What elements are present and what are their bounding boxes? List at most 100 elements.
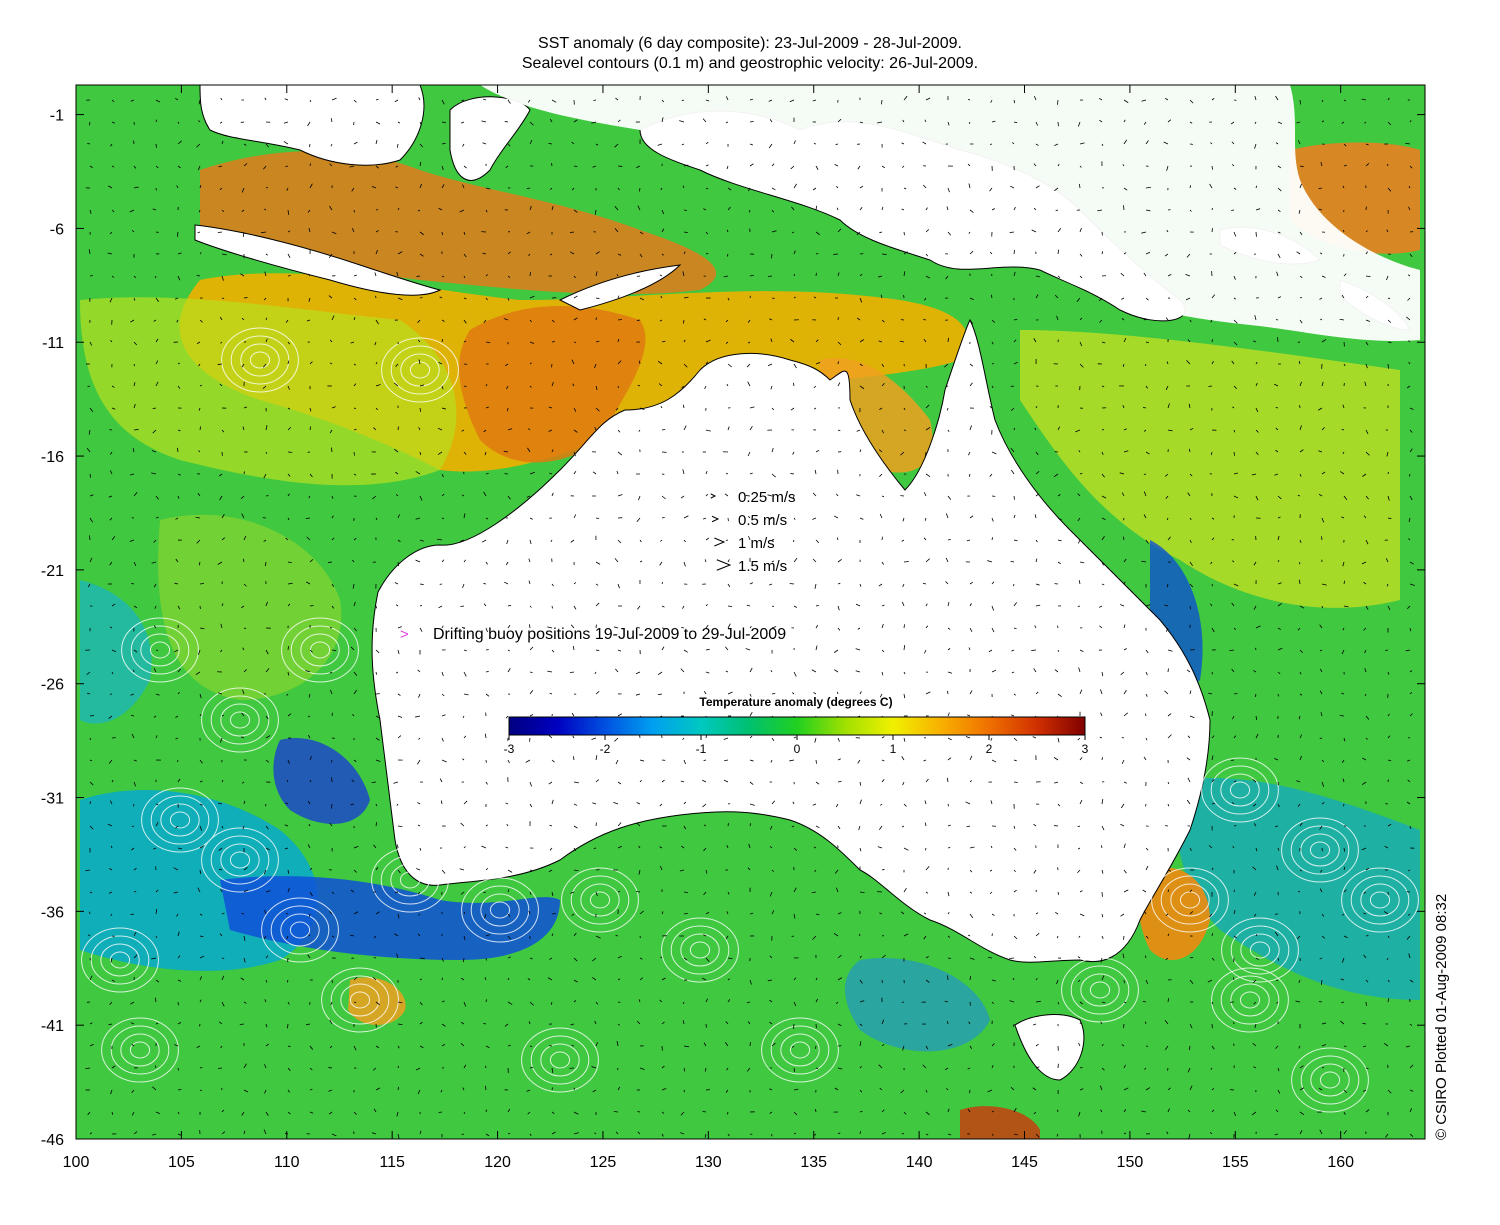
- velocity-vector: [1299, 425, 1302, 431]
- velocity-vector: [243, 889, 249, 893]
- velocity-vector: [1100, 845, 1103, 849]
- velocity-vector: [878, 275, 883, 278]
- velocity-vector: [683, 339, 686, 343]
- velocity-vector: [397, 1023, 403, 1026]
- velocity-vector: [969, 627, 973, 633]
- velocity-vector: [243, 535, 247, 541]
- velocity-vector: [569, 671, 575, 674]
- velocity-vector: [330, 143, 333, 147]
- velocity-vector: [108, 891, 113, 894]
- velocity-vector: [396, 803, 399, 806]
- velocity-vector: [308, 273, 311, 277]
- velocity-vector: [463, 935, 466, 941]
- velocity-vector: [789, 759, 795, 762]
- velocity-vector: [108, 715, 113, 719]
- velocity-vector: [505, 802, 509, 805]
- velocity-vector: [286, 187, 289, 191]
- velocity-vector: [944, 1000, 949, 1003]
- velocity-vector: [199, 426, 201, 431]
- velocity-vector: [855, 648, 861, 651]
- velocity-vector: [353, 209, 355, 213]
- velocity-vector: [769, 999, 773, 1003]
- sealevel-contour-ring: [661, 917, 739, 983]
- velocity-vector: [397, 844, 399, 849]
- velocity-vector: [265, 425, 268, 431]
- velocity-vector: [283, 121, 289, 124]
- velocity-vector: [1035, 405, 1038, 409]
- sealevel-contour-ring: [1160, 875, 1220, 925]
- velocity-vector: [397, 514, 400, 519]
- sealevel-contour-ring: [589, 891, 611, 909]
- velocity-vector: [130, 1001, 135, 1005]
- velocity-vector: [220, 888, 223, 893]
- velocity-vector: [703, 759, 707, 762]
- velocity-vector: [89, 1043, 94, 1047]
- velocity-vector: [111, 1065, 116, 1069]
- velocity-vector: [859, 363, 863, 367]
- sealevel-contour-ring: [130, 625, 190, 675]
- velocity-vector: [658, 693, 663, 696]
- velocity-vector: [133, 363, 136, 367]
- velocity-vector: [1164, 1045, 1169, 1051]
- velocity-vector: [330, 118, 333, 123]
- velocity-vector: [1101, 143, 1104, 146]
- velocity-vector: [1233, 275, 1236, 280]
- velocity-vector: [309, 779, 312, 783]
- velocity-vector: [878, 449, 883, 453]
- velocity-vector: [815, 825, 820, 829]
- sealevel-contour-ring: [371, 847, 449, 913]
- velocity-vector: [461, 494, 465, 497]
- velocity-vector: [328, 1067, 333, 1069]
- velocity-vector: [837, 582, 841, 585]
- velocity-vector: [419, 978, 422, 981]
- velocity-vector: [177, 165, 181, 169]
- velocity-vector: [463, 1111, 466, 1114]
- velocity-vector: [573, 957, 578, 962]
- velocity-vector: [177, 668, 181, 673]
- velocity-vector: [1035, 1066, 1040, 1069]
- velocity-vector: [1187, 735, 1191, 739]
- velocity-vector: [989, 251, 993, 255]
- velocity-vector: [1342, 404, 1345, 409]
- velocity-vector: [309, 756, 312, 761]
- velocity-vector: [1141, 231, 1147, 234]
- velocity-vector: [155, 1022, 159, 1025]
- velocity-vector: [459, 209, 465, 213]
- velocity-vector: [221, 253, 227, 256]
- velocity-vector: [155, 889, 159, 893]
- velocity-vector: [507, 495, 511, 500]
- velocity-vector: [353, 671, 358, 676]
- velocity-vector: [661, 911, 664, 915]
- velocity-vector: [1233, 472, 1238, 475]
- velocity-vector: [1211, 1001, 1214, 1005]
- velocity-vector: [241, 317, 245, 321]
- velocity-vector: [925, 1045, 929, 1050]
- sealevel-contour-ring: [1249, 941, 1271, 959]
- velocity-vector: [441, 275, 445, 278]
- sealevel-contour-ring: [1201, 757, 1279, 823]
- velocity-vector: [1123, 648, 1127, 651]
- velocity-vector: [375, 605, 378, 609]
- velocity-vector: [815, 231, 821, 236]
- velocity-vector: [792, 495, 795, 499]
- velocity-vector: [1365, 230, 1368, 233]
- velocity-vector: [769, 891, 773, 897]
- velocity-vector: [1033, 955, 1037, 959]
- velocity-vector: [503, 450, 509, 453]
- velocity-vector: [1123, 517, 1125, 521]
- velocity-vector: [329, 163, 333, 167]
- velocity-vector: [174, 582, 179, 585]
- velocity-vector: [790, 165, 795, 170]
- velocity-vector: [1365, 539, 1369, 545]
- velocity-vector: [483, 1023, 487, 1025]
- velocity-vector: [1275, 427, 1279, 431]
- velocity-vector: [331, 515, 334, 519]
- y-tick-label: -31: [41, 791, 64, 808]
- velocity-vector: [219, 933, 223, 937]
- velocity-vector: [133, 605, 138, 609]
- velocity-vector: [374, 341, 377, 346]
- velocity-vector: [89, 1132, 93, 1135]
- velocity-vector: [727, 206, 731, 211]
- velocity-vector: [1408, 340, 1411, 343]
- velocity-vector: [1012, 142, 1015, 145]
